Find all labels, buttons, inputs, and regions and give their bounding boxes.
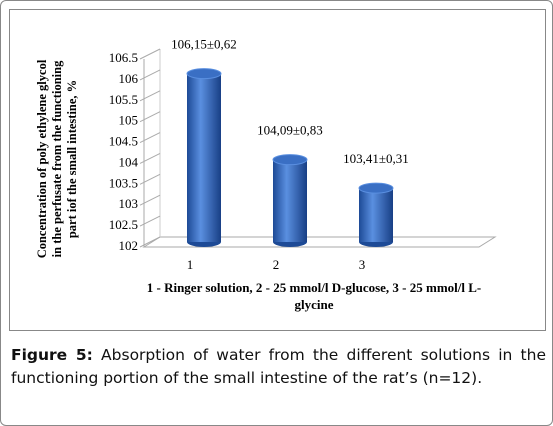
- bar: [187, 73, 221, 242]
- value-label: 104,09±0,83: [257, 123, 323, 138]
- y-axis-title-line: in the perfusate from the functioning: [50, 60, 64, 257]
- floor: [142, 236, 497, 248]
- chart: 102 102.5 103 103.5 104 104.5 105 105.5 106 106.5…: [9, 9, 546, 331]
- y-axis-title-line: Concentration of poly ethylene glycol: [35, 59, 49, 258]
- y-tick: [139, 48, 161, 60]
- bar: [273, 159, 307, 242]
- y-tick-label: 104: [119, 154, 139, 169]
- x-tick-label: 2: [273, 257, 280, 272]
- y-tick: [139, 90, 161, 102]
- bar-top: [272, 154, 308, 166]
- y-tick-label: 106: [119, 71, 139, 86]
- value-label: 106,15±0,62: [171, 37, 237, 52]
- y-tick: [139, 111, 161, 123]
- y-tick: [139, 69, 161, 81]
- y-tick-label: 102.5: [109, 217, 138, 232]
- y-tick-label: 106.5: [109, 50, 138, 65]
- x-axis-title: glycine: [295, 297, 334, 312]
- y-tick: [139, 215, 161, 227]
- caption-label: Figure 5:: [11, 346, 93, 364]
- y-axis-title: Concentration of poly ethylene glycol in …: [35, 59, 79, 258]
- y-tick: [139, 173, 161, 185]
- y-tick: [139, 132, 161, 144]
- y-tick-label: 104.5: [109, 134, 138, 149]
- bar-top: [358, 182, 394, 194]
- y-tick-label: 102: [119, 238, 139, 253]
- y-tick-label: 103.5: [109, 175, 138, 190]
- x-tick-label: 1: [187, 257, 194, 272]
- y-tick-label: 103: [119, 196, 139, 211]
- value-label: 103,41±0,31: [343, 151, 409, 166]
- bar: [359, 188, 393, 242]
- caption: Figure 5: Absorption of water from the d…: [11, 344, 546, 390]
- y-tick: [139, 194, 161, 206]
- x-tick-label: 3: [359, 257, 366, 272]
- caption-text: Absorption of water from the different s…: [11, 346, 546, 387]
- y-axis-title-line: part iof the small intestine, %: [65, 80, 79, 238]
- y-tick: [139, 152, 161, 164]
- x-axis-title: 1 - Ringer solution, 2 - 25 mmol/l D-glu…: [147, 280, 482, 295]
- bar-top: [186, 68, 222, 80]
- y-tick-label: 105: [119, 113, 139, 128]
- chart-border: [9, 9, 546, 331]
- y-tick: [139, 236, 161, 248]
- y-tick-label: 105.5: [109, 92, 138, 107]
